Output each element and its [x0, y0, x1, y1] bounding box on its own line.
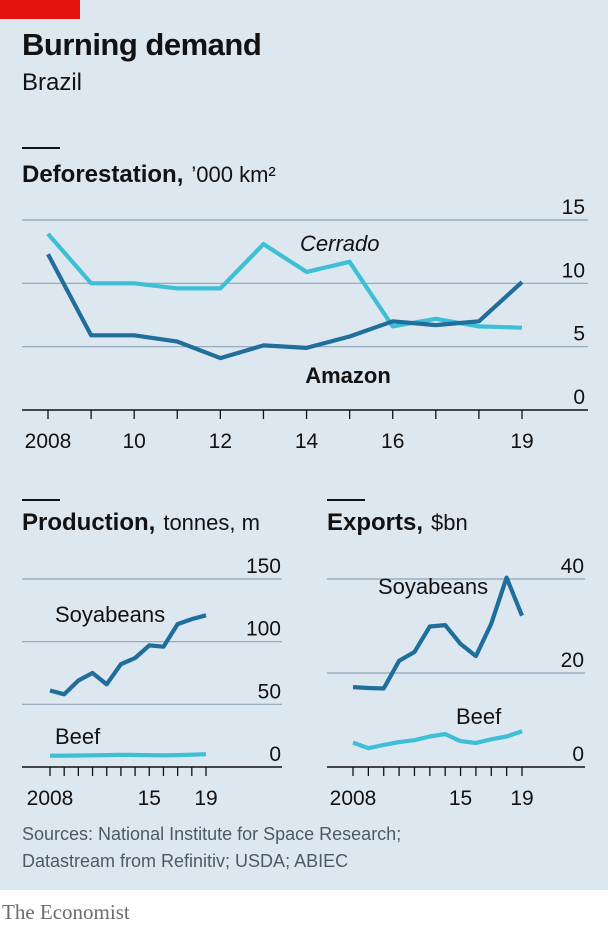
chart1-x-tick-label: 19: [194, 787, 217, 810]
chart0-x-tick-label: 10: [123, 430, 146, 453]
chart1-x-tick-label: 15: [138, 787, 161, 810]
chart0-series-line-cerrado: [46, 232, 523, 330]
chart2-series-line-soyabeans: [352, 575, 524, 691]
chart2-series-label: Soyabeans: [378, 574, 488, 599]
chart-panel: [0, 0, 608, 890]
chart0-x-tick-label: 16: [381, 430, 404, 453]
chart1-y-tick-label: 100: [246, 618, 281, 641]
chart1-series-line-soyabeans: [49, 613, 207, 697]
chart0-x-tick-label: 2008: [25, 430, 72, 453]
chart2-x-tick-label: 19: [510, 787, 533, 810]
economist-red-flag: [0, 0, 80, 19]
chart-title: Burning demand: [22, 27, 262, 62]
chart-subtitle: Brazil: [22, 69, 83, 96]
chart2-series-label: Beef: [456, 704, 502, 729]
source-line-1: Sources: National Institute for Space Re…: [22, 824, 402, 844]
chart2-y-tick-label: 40: [561, 555, 584, 578]
chart2-x-tick-label: 2008: [330, 787, 377, 810]
source-line-2: Datastream from Refinitiv; USDA; ABIEC: [22, 851, 349, 871]
chart1-x-tick-label: 2008: [27, 787, 74, 810]
chart0-unit: ’000 km²: [191, 162, 275, 187]
chart2-y-tick-label: 20: [561, 649, 584, 672]
chart0-series-line-amazon: [46, 253, 524, 361]
chart2-title: Exports,: [327, 509, 423, 536]
chart0-y-tick-label: 15: [562, 196, 585, 219]
brand-name: The Economist: [2, 900, 130, 924]
chart1-series-label: Soyabeans: [55, 602, 165, 627]
chart0-x-tick-label: 14: [295, 430, 319, 453]
chart0-y-tick-label: 10: [562, 259, 585, 282]
chart1-y-tick-label: 150: [246, 555, 281, 578]
chart1-y-tick-label: 0: [269, 743, 281, 766]
chart0-x-tick-label: 12: [209, 430, 232, 453]
chart0-title: Deforestation,: [22, 161, 183, 188]
chart0-x-tick-label: 19: [510, 430, 533, 453]
chart1-title: Production,: [22, 509, 155, 536]
chart0-y-tick-label: 0: [573, 386, 585, 409]
chart0-y-tick-label: 5: [573, 323, 585, 346]
chart1-series-label: Beef: [55, 724, 101, 749]
chart0-series-label: Cerrado: [300, 231, 379, 256]
chart1-series-line-beef: [50, 752, 207, 758]
chart1-y-tick-label: 50: [258, 680, 281, 703]
chart0-series-label: Amazon: [305, 363, 391, 388]
chart2-series-line-beef: [352, 729, 523, 751]
chart2-x-tick-label: 15: [449, 787, 472, 810]
chart1-unit: tonnes, m: [163, 510, 260, 535]
chart2-unit: $bn: [431, 510, 468, 535]
chart2-y-tick-label: 0: [572, 743, 584, 766]
